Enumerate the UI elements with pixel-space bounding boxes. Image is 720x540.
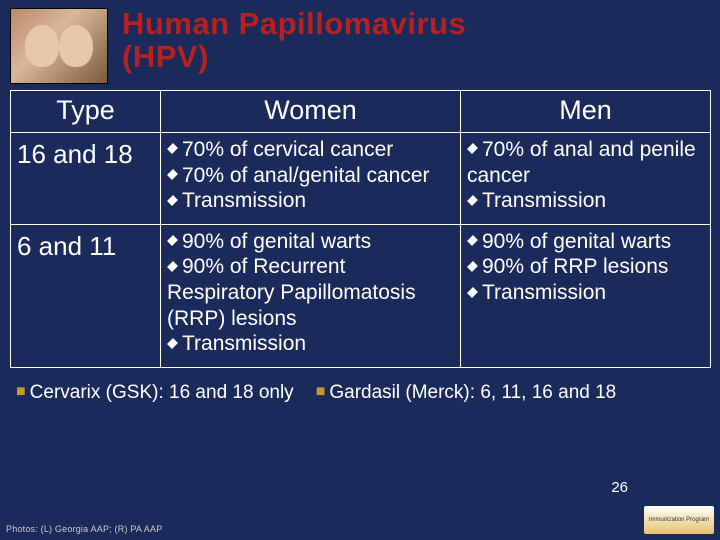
header-row: Human Papillomavirus (HPV) xyxy=(10,8,710,84)
photo-credit: Photos: (L) Georgia AAP; (R) PA AAP xyxy=(6,524,162,534)
women-cell: 90% of genital warts 90% of Recurrent Re… xyxy=(161,224,461,367)
women-cell: 70% of cervical cancer 70% of anal/genit… xyxy=(161,133,461,225)
table-row: 6 and 11 90% of genital warts 90% of Rec… xyxy=(11,224,711,367)
bullet-text: 90% of genital warts xyxy=(182,230,371,253)
diamond-bullet-icon xyxy=(167,195,178,206)
col-header-type: Type xyxy=(11,91,161,133)
bullet-text: 90% of genital warts xyxy=(482,230,671,253)
bullet-text: Transmission xyxy=(482,281,606,304)
bullet-text: Transmission xyxy=(182,332,306,355)
col-header-men: Men xyxy=(461,91,711,133)
footnote-left-text: Cervarix (GSK): 16 and 18 only xyxy=(30,382,294,403)
bullet-text: 70% of anal and penile cancer xyxy=(467,138,696,187)
bullet-text: Transmission xyxy=(182,189,306,212)
bullet-text: 90% of RRP lesions xyxy=(482,255,668,278)
square-bullet-icon: ■ xyxy=(316,383,326,400)
diamond-bullet-icon xyxy=(467,235,478,246)
diamond-bullet-icon xyxy=(167,144,178,155)
square-bullet-icon: ■ xyxy=(16,383,26,400)
header-photo xyxy=(10,8,108,84)
men-cell: 90% of genital warts 90% of RRP lesions … xyxy=(461,224,711,367)
diamond-bullet-icon xyxy=(467,261,478,272)
corner-logo: Immunization Program xyxy=(644,506,714,534)
col-header-women: Women xyxy=(161,91,461,133)
hpv-table: Type Women Men 16 and 18 70% of cervical… xyxy=(10,90,711,368)
type-cell: 6 and 11 xyxy=(11,224,161,367)
bullet-text: Transmission xyxy=(482,189,606,212)
diamond-bullet-icon xyxy=(467,287,478,298)
footnote-right: ■Gardasil (Merck): 6, 11, 16 and 18 xyxy=(316,382,617,404)
page-number: 26 xyxy=(611,479,628,496)
footnote-right-text: Gardasil (Merck): 6, 11, 16 and 18 xyxy=(329,382,616,403)
title-line-2: (HPV) xyxy=(122,39,209,74)
table-row: 16 and 18 70% of cervical cancer 70% of … xyxy=(11,133,711,225)
type-cell: 16 and 18 xyxy=(11,133,161,225)
diamond-bullet-icon xyxy=(167,338,178,349)
diamond-bullet-icon xyxy=(467,144,478,155)
footnote-left: ■Cervarix (GSK): 16 and 18 only xyxy=(16,382,294,404)
diamond-bullet-icon xyxy=(167,261,178,272)
diamond-bullet-icon xyxy=(167,169,178,180)
title-line-1: Human Papillomavirus xyxy=(122,6,466,41)
bullet-text: 70% of anal/genital cancer xyxy=(182,164,430,187)
slide: Human Papillomavirus (HPV) Type Women Me… xyxy=(0,0,720,540)
footer-notes: ■Cervarix (GSK): 16 and 18 only ■Gardasi… xyxy=(10,382,710,404)
bullet-text: 90% of Recurrent Respiratory Papillomato… xyxy=(167,255,416,329)
diamond-bullet-icon xyxy=(467,195,478,206)
table-header-row: Type Women Men xyxy=(11,91,711,133)
men-cell: 70% of anal and penile cancer Transmissi… xyxy=(461,133,711,225)
slide-title: Human Papillomavirus (HPV) xyxy=(122,8,466,73)
diamond-bullet-icon xyxy=(167,235,178,246)
bullet-text: 70% of cervical cancer xyxy=(182,138,393,161)
